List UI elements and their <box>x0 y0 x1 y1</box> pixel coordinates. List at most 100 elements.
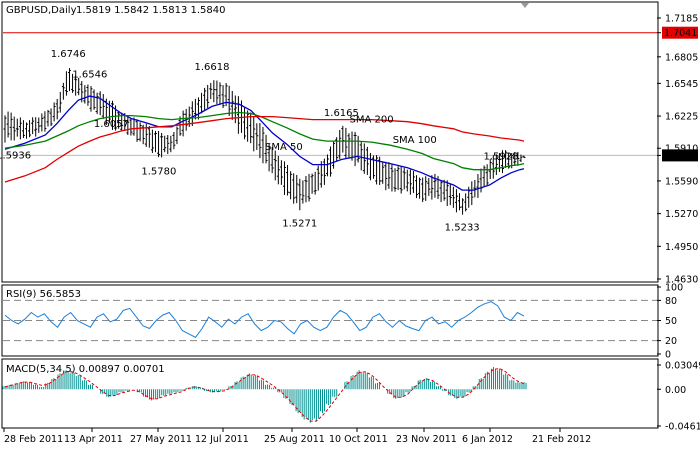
ohlc-bar <box>49 108 53 127</box>
ohlc-bar <box>325 154 329 177</box>
ohlc-bar <box>310 173 314 194</box>
ohlc-bar <box>513 151 517 166</box>
ohlc-bar <box>28 120 32 138</box>
ohlc-bar <box>439 180 443 203</box>
ohlc-bar <box>95 92 99 115</box>
ohlc-bar <box>255 123 259 150</box>
ohlc-bar <box>209 82 213 100</box>
ohlc-bar <box>178 116 182 136</box>
ohlc-bar <box>356 135 360 163</box>
x-tick-label: 12 Jul 2011 <box>195 434 249 445</box>
ohlc-bar <box>381 161 385 184</box>
ohlc-bar <box>71 73 75 93</box>
ohlc-bar <box>52 102 56 122</box>
ohlc-bar <box>215 80 219 105</box>
price-tick-label: 1.5590 <box>665 176 698 187</box>
ohlc-bar <box>458 193 462 211</box>
ohlc-bar <box>98 91 102 116</box>
ohlc-bar <box>236 96 240 134</box>
ohlc-bar <box>384 161 388 191</box>
ohlc-bar <box>270 147 274 174</box>
rsi-label: RSI(9) 56.5853 <box>6 289 81 300</box>
series-sma-200 <box>4 115 525 183</box>
ohlc-bar <box>117 111 121 129</box>
ohlc-bar <box>494 154 498 175</box>
ohlc-bar <box>516 151 520 166</box>
ohlc-bar <box>18 117 22 140</box>
macd-panel <box>1 358 659 429</box>
annotation-11: SMA 100 <box>393 135 437 146</box>
ohlc-bar <box>329 146 333 177</box>
ohlc-bar <box>332 140 336 169</box>
rsi-tick-label: 100 <box>665 283 683 294</box>
ohlc-bar <box>445 180 449 207</box>
rsi-tick-label: 80 <box>665 296 677 307</box>
ohlc-bar <box>442 179 446 201</box>
ohlc-bar <box>464 193 468 212</box>
ohlc-bar <box>304 176 308 203</box>
ohlc-bar <box>267 143 271 172</box>
ohlc-bar <box>319 161 323 188</box>
ohlc-bar <box>181 110 185 137</box>
current-price-label: 1.5840 <box>664 151 697 162</box>
rsi-tick-label: 20 <box>665 336 677 347</box>
ohlc-bar <box>415 175 419 199</box>
ohlc-bar <box>295 174 299 204</box>
ohlc-bar <box>138 122 142 142</box>
ohlc-bar <box>212 80 216 103</box>
ohlc-bar <box>399 165 403 194</box>
ohlc-bar <box>451 186 455 208</box>
annotation-4: 1.5780 <box>141 167 176 178</box>
ohlc-bar <box>172 131 176 150</box>
price-tick-label: 1.4630 <box>665 275 698 286</box>
ohlc-bar <box>126 115 130 135</box>
ohlc-bar <box>504 150 508 168</box>
ohlc-bar <box>344 127 348 159</box>
ohlc-bar <box>77 77 81 96</box>
ohlc-bar <box>322 158 326 185</box>
ohlc-bar <box>55 99 59 120</box>
ohlc-bar <box>405 169 409 192</box>
annotation-8: 1.5233 <box>445 222 480 233</box>
ohlc-bar <box>286 165 290 196</box>
ohlc-bar <box>46 109 50 127</box>
ohlc-bar <box>276 155 280 185</box>
ohlc-bar <box>473 179 477 198</box>
ohlc-bar <box>359 142 363 171</box>
ohlc-bar <box>200 92 204 114</box>
ohlc-bar <box>418 177 422 199</box>
ohlc-bar <box>61 82 65 100</box>
ohlc-bar <box>196 97 200 120</box>
series-sma-50 <box>4 95 525 191</box>
x-tick-label: 13 Apr 2011 <box>64 434 123 445</box>
ohlc-label: 1.5819 1.5842 1.5813 1.5840 <box>76 5 226 16</box>
x-tick-label: 28 Feb 2011 <box>4 434 63 445</box>
ohlc-bar <box>40 113 44 132</box>
ohlc-bar <box>89 86 93 112</box>
ohlc-bar <box>313 171 317 195</box>
ohlc-bar <box>479 168 483 193</box>
ohlc-bar <box>519 154 523 163</box>
ohlc-bar <box>368 152 372 181</box>
x-tick-label: 21 Feb 2012 <box>532 434 591 445</box>
x-axis: 28 Feb 2011 13 Apr 2011 27 May 2011 12 Jul … <box>3 428 591 445</box>
ohlc-bar <box>476 174 480 198</box>
ohlc-bar <box>387 162 391 189</box>
x-tick-label: 27 May 2011 <box>130 434 192 445</box>
ohlc-bar <box>218 82 222 105</box>
ohlc-bar <box>135 119 139 142</box>
ohlc-bar <box>6 111 10 138</box>
annotation-5: 1.6618 <box>195 62 230 73</box>
ohlc-bar <box>338 129 342 159</box>
ohlc-bar <box>273 150 277 181</box>
ohlc-bar <box>430 175 434 200</box>
ohlc-bar <box>261 126 265 164</box>
ohlc-bar <box>203 87 207 111</box>
x-tick-label: 25 Aug 2011 <box>264 434 325 445</box>
annotation-3: 1.6057 <box>94 119 129 130</box>
current-price-badge <box>662 149 698 162</box>
ohlc-bar <box>252 116 256 152</box>
annotation-0: 1.5936 <box>0 151 31 162</box>
ohlc-bar <box>488 158 492 179</box>
